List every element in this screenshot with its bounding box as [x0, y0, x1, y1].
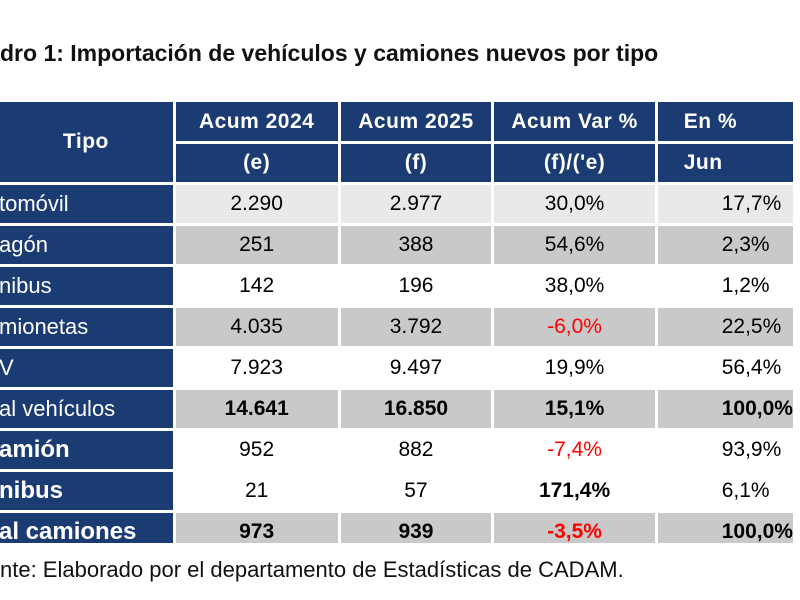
cell-pct: 2,3% [657, 226, 793, 264]
cell-acum-2024: 14.641 [175, 390, 338, 428]
cell-acum-2025: 388 [340, 226, 492, 264]
table-title: dro 1: Importación de vehículos y camion… [0, 40, 659, 66]
cell-var: 38,0% [494, 267, 655, 305]
subheader-e: (e) [175, 144, 338, 182]
subheader-f-over-e: (f)/('e) [494, 144, 655, 182]
row-label: tomóvil [0, 185, 173, 223]
table-row: nibus 21 57 171,4% 6,1% [0, 472, 793, 510]
row-label: al camiones [0, 513, 173, 543]
cell-acum-2024: 142 [175, 267, 338, 305]
cell-acum-2025: 939 [340, 513, 492, 543]
table-row-total-vehicles: al vehículos 14.641 16.850 15,1% 100,0% [0, 390, 793, 428]
table-row: tomóvil 2.290 2.977 30,0% 17,7% [0, 185, 793, 223]
table-row-total-trucks: al camiones 973 939 -3,5% 100,0% [0, 513, 793, 543]
cell-pct: 17,7% [657, 185, 793, 223]
table-row: V 7.923 9.497 19,9% 56,4% [0, 349, 793, 387]
source-note: nte: Elaborado por el departamento de Es… [0, 557, 624, 582]
cell-pct: 100,0% [657, 390, 793, 428]
subheader-jun: Jun [657, 144, 793, 182]
cell-pct: 22,5% [657, 308, 793, 346]
header-acum-2025: Acum 2025 [340, 102, 492, 141]
cell-acum-2025: 196 [340, 267, 492, 305]
header-tipo: Tipo [0, 102, 173, 182]
cell-acum-2025: 9.497 [340, 349, 492, 387]
cell-pct: 1,2% [657, 267, 793, 305]
table-row: nibus 142 196 38,0% 1,2% [0, 267, 793, 305]
cell-var: 15,1% [494, 390, 655, 428]
cell-acum-2025: 57 [340, 472, 492, 510]
cell-pct: 100,0% [657, 513, 793, 543]
row-label: mionetas [0, 308, 173, 346]
cell-acum-2024: 21 [175, 472, 338, 510]
cell-pct: 93,9% [657, 431, 793, 469]
header-acum-var: Acum Var % [494, 102, 655, 141]
cell-acum-2024: 251 [175, 226, 338, 264]
cell-acum-2024: 4.035 [175, 308, 338, 346]
cell-acum-2024: 973 [175, 513, 338, 543]
cell-var: -3,5% [494, 513, 655, 543]
cell-acum-2024: 7.923 [175, 349, 338, 387]
import-table-container: Tipo Acum 2024 Acum 2025 Acum Var % En %… [0, 99, 800, 543]
header-acum-2024: Acum 2024 [175, 102, 338, 141]
table-row: agón 251 388 54,6% 2,3% [0, 226, 793, 264]
cell-var: 171,4% [494, 472, 655, 510]
subheader-f: (f) [340, 144, 492, 182]
cell-acum-2024: 952 [175, 431, 338, 469]
table-row: amión 952 882 -7,4% 93,9% [0, 431, 793, 469]
cell-pct: 6,1% [657, 472, 793, 510]
header-en-pct: En % [657, 102, 793, 141]
row-label: al vehículos [0, 390, 173, 428]
table-row: mionetas 4.035 3.792 -6,0% 22,5% [0, 308, 793, 346]
cell-var: 19,9% [494, 349, 655, 387]
row-label: V [0, 349, 173, 387]
cell-var: -7,4% [494, 431, 655, 469]
row-label: amión [0, 431, 173, 469]
cell-var: 30,0% [494, 185, 655, 223]
row-label: nibus [0, 267, 173, 305]
cell-var: 54,6% [494, 226, 655, 264]
row-label: nibus [0, 472, 173, 510]
cell-acum-2025: 882 [340, 431, 492, 469]
row-label: agón [0, 226, 173, 264]
cell-pct: 56,4% [657, 349, 793, 387]
cell-acum-2024: 2.290 [175, 185, 338, 223]
import-table: Tipo Acum 2024 Acum 2025 Acum Var % En %… [0, 99, 796, 543]
cell-acum-2025: 3.792 [340, 308, 492, 346]
cell-var: -6,0% [494, 308, 655, 346]
cell-acum-2025: 2.977 [340, 185, 492, 223]
cell-acum-2025: 16.850 [340, 390, 492, 428]
